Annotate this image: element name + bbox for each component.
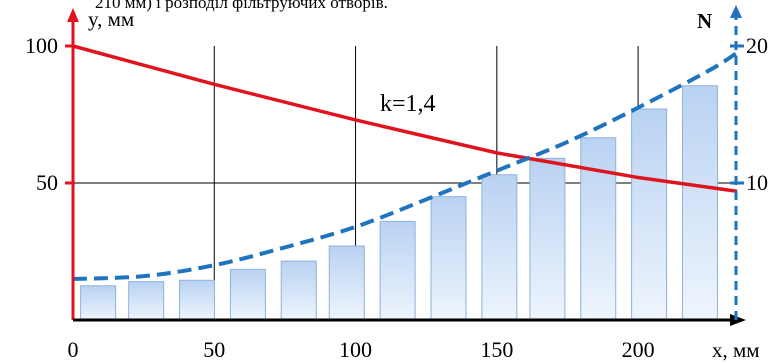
y-right-axis-label: N: [697, 9, 712, 33]
y-left-axis-label: y, мм: [88, 7, 134, 31]
x-tick-label: 100: [339, 337, 372, 362]
y-left-tick-label: 100: [25, 33, 58, 58]
annotation-label: k=1,4: [380, 91, 436, 117]
y-right-tick-label: 20: [746, 33, 768, 58]
bar: [280, 260, 317, 321]
bar: [128, 281, 165, 321]
bar: [179, 279, 216, 321]
bar: [631, 108, 668, 321]
x-tick-label: 150: [480, 337, 513, 362]
y-right-tick-label: 10: [746, 170, 768, 195]
x-tick-label: 0: [68, 337, 79, 362]
x-tick-label: 50: [203, 337, 225, 362]
bar: [481, 174, 518, 321]
x-tick-label: 200: [622, 337, 655, 362]
bar: [529, 157, 566, 321]
series-line-solid: [72, 44, 738, 193]
bar: [580, 137, 617, 321]
tick-labels: 0 50 100 150 200 100 50 20 10: [25, 33, 768, 362]
axes: [65, 5, 746, 326]
series-line-dashed: [72, 51, 739, 281]
x-axis-label: x, мм: [712, 338, 760, 362]
y-right-arrow: [730, 5, 742, 18]
bar: [80, 285, 117, 321]
series-lines: [72, 44, 739, 281]
y-left-arrow: [67, 8, 79, 22]
caption-text: 210 мм) і розподіл фільтруючих отворів.: [95, 0, 388, 12]
bar: [229, 268, 266, 321]
bar: [379, 220, 416, 321]
x-axis-arrow: [730, 314, 746, 326]
bars: [80, 85, 718, 321]
bar: [430, 196, 467, 321]
bar: [328, 245, 365, 321]
bar: [681, 85, 718, 321]
y-left-tick-label: 50: [36, 170, 58, 195]
